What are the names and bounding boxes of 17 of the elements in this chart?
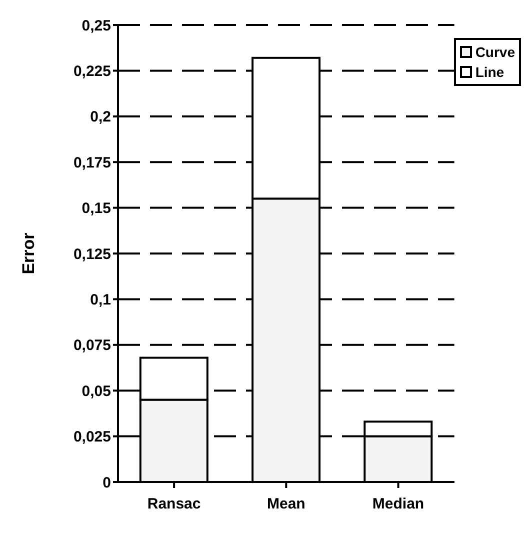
x-tick-label: Ransac xyxy=(147,496,201,513)
y-tick-label: 0,05 xyxy=(82,382,111,400)
y-tick-label: 0,1 xyxy=(90,292,111,309)
y-axis-title: Error xyxy=(19,232,38,274)
y-tick-label: 0,075 xyxy=(73,337,111,354)
y-tick-label: 0,25 xyxy=(82,17,111,34)
y-tick-label: 0,025 xyxy=(73,428,111,446)
legend-label: Curve xyxy=(474,43,515,62)
legend-label: Line xyxy=(474,63,506,82)
y-tick-label: 0,225 xyxy=(73,63,111,80)
x-tick-label: Median xyxy=(372,496,424,513)
x-tick-label: Mean xyxy=(266,496,306,513)
y-tick-label: 0,2 xyxy=(90,108,111,126)
y-tick-label: 0,125 xyxy=(73,246,111,263)
y-tick-label: 0,175 xyxy=(73,154,111,172)
y-tick-label: 0,15 xyxy=(82,200,111,218)
y-tick-label: 0 xyxy=(102,474,111,492)
